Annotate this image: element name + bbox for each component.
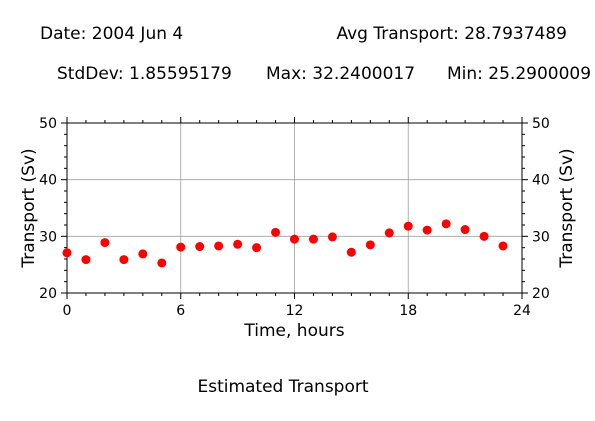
data-point [441,219,451,229]
y-tick-label-right: 20 [532,286,550,302]
data-point [233,239,243,249]
y-tick-label-right: 40 [532,173,550,189]
y-tick-label-left: 20 [39,286,57,302]
data-point [138,249,148,259]
data-point [81,255,91,265]
data-points [62,219,508,268]
data-point [119,255,129,265]
data-point [308,234,318,244]
data-point [327,232,337,242]
data-point [195,242,205,252]
y-tick-label-left: 30 [39,229,57,245]
max-label: Max: 32.2400017 [266,64,416,84]
data-point [290,234,299,244]
data-point [346,247,356,257]
y-axis-title-left: Transport (Sv) [19,148,39,268]
x-tick-label: 0 [63,303,72,319]
stddev-label: StdDev: 1.85595179 [57,64,232,84]
x-axis-title: Time, hours [243,321,344,341]
data-point [252,243,262,253]
y-axis-title-right: Transport (Sv) [557,148,577,268]
y-tick-label-left: 50 [39,116,57,132]
chart-caption: Estimated Transport [197,377,368,397]
y-tick-label-left: 40 [39,173,57,189]
x-tick-label: 12 [286,303,304,319]
data-point [176,242,186,252]
x-tick-label: 6 [176,303,185,319]
grid-lines [67,123,522,293]
y-tick-label-right: 50 [532,116,550,132]
y-tick-label-right: 30 [532,229,550,245]
data-point [271,227,281,237]
x-tick-label: 18 [399,303,417,319]
data-point [422,225,432,235]
data-point [157,258,167,268]
avg-transport-label: Avg Transport: 28.7937489 [336,24,567,44]
data-point [498,241,508,251]
data-point [365,240,375,250]
x-tick-label: 24 [513,303,531,319]
min-label: Min: 25.2900009 [447,64,592,84]
data-point [100,238,110,248]
data-point [403,221,413,231]
date-label: Date: 2004 Jun 4 [40,24,184,44]
data-point [479,231,489,241]
data-point [62,248,72,258]
data-point [460,225,470,235]
data-point [214,241,224,251]
data-point [384,228,394,238]
